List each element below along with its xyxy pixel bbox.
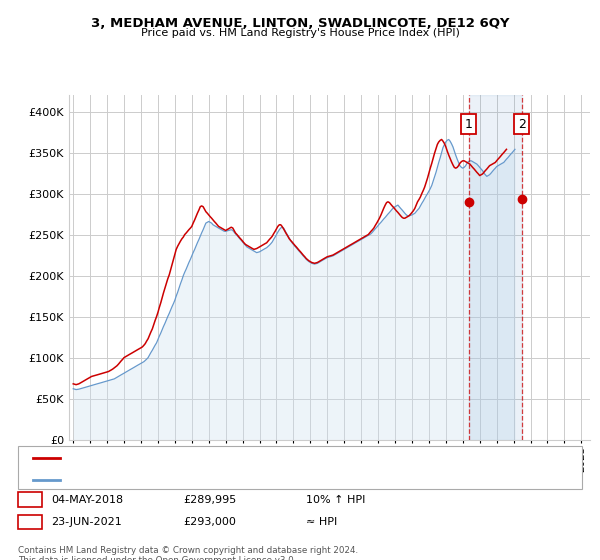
Text: £293,000: £293,000 — [183, 517, 236, 527]
Bar — [469, 95, 522, 440]
Text: 2: 2 — [26, 515, 34, 529]
Text: 1: 1 — [464, 118, 472, 131]
Text: 3, MEDHAM AVENUE, LINTON, SWADLINCOTE, DE12 6QY (detached house): 3, MEDHAM AVENUE, LINTON, SWADLINCOTE, D… — [64, 453, 436, 463]
Text: Price paid vs. HM Land Registry's House Price Index (HPI): Price paid vs. HM Land Registry's House … — [140, 28, 460, 38]
Text: £289,995: £289,995 — [183, 494, 236, 505]
Text: 2: 2 — [518, 118, 526, 131]
Text: Contains HM Land Registry data © Crown copyright and database right 2024.
This d: Contains HM Land Registry data © Crown c… — [18, 546, 358, 560]
Text: ≈ HPI: ≈ HPI — [306, 517, 337, 527]
Text: HPI: Average price, detached house, South Derbyshire: HPI: Average price, detached house, Sout… — [64, 475, 335, 485]
Text: 3, MEDHAM AVENUE, LINTON, SWADLINCOTE, DE12 6QY: 3, MEDHAM AVENUE, LINTON, SWADLINCOTE, D… — [91, 17, 509, 30]
Text: 10% ↑ HPI: 10% ↑ HPI — [306, 494, 365, 505]
Text: 1: 1 — [26, 493, 34, 506]
Text: 23-JUN-2021: 23-JUN-2021 — [51, 517, 122, 527]
Text: 04-MAY-2018: 04-MAY-2018 — [51, 494, 123, 505]
